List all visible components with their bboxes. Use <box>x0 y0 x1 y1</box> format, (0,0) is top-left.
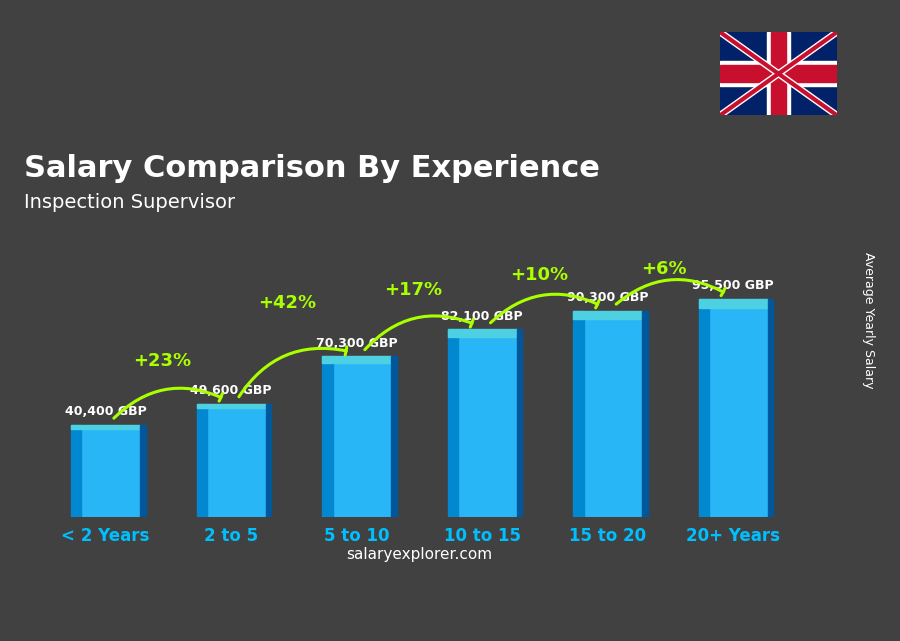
Text: 49,600 GBP: 49,600 GBP <box>191 385 272 397</box>
Text: +17%: +17% <box>384 281 442 299</box>
Bar <box>770 32 787 115</box>
Bar <box>196 404 266 517</box>
Bar <box>767 32 790 115</box>
Text: 90,300 GBP: 90,300 GBP <box>567 291 649 304</box>
Text: +23%: +23% <box>133 352 191 370</box>
Text: +10%: +10% <box>509 267 568 285</box>
Bar <box>392 356 397 517</box>
Bar <box>322 356 392 517</box>
Bar <box>698 299 768 517</box>
Bar <box>573 311 643 517</box>
Bar <box>322 356 392 363</box>
Bar <box>698 299 768 308</box>
Bar <box>71 425 140 517</box>
Bar <box>447 329 517 517</box>
Bar <box>196 404 207 517</box>
Bar <box>266 404 271 517</box>
Bar <box>322 356 332 517</box>
Bar <box>517 329 522 517</box>
Bar <box>447 329 458 517</box>
Text: 40,400 GBP: 40,400 GBP <box>65 406 147 419</box>
Text: +6%: +6% <box>642 260 687 278</box>
Bar <box>643 311 648 517</box>
Text: 82,100 GBP: 82,100 GBP <box>441 310 523 323</box>
Bar <box>698 299 709 517</box>
Text: 95,500 GBP: 95,500 GBP <box>692 279 774 292</box>
Bar <box>71 425 140 429</box>
Text: Average Yearly Salary: Average Yearly Salary <box>862 253 875 388</box>
Bar <box>573 311 583 517</box>
Text: Salary Comparison By Experience: Salary Comparison By Experience <box>24 154 600 183</box>
Bar <box>720 65 837 82</box>
Text: Inspection Supervisor: Inspection Supervisor <box>24 193 235 212</box>
Bar <box>140 425 146 517</box>
Bar <box>573 311 643 319</box>
Text: salaryexplorer.com: salaryexplorer.com <box>346 547 492 562</box>
Bar <box>447 329 517 337</box>
Text: +42%: +42% <box>258 294 317 312</box>
Bar <box>720 62 837 87</box>
Bar <box>71 425 81 517</box>
Bar <box>196 404 266 408</box>
Text: 70,300 GBP: 70,300 GBP <box>316 337 398 350</box>
Bar <box>768 299 773 517</box>
